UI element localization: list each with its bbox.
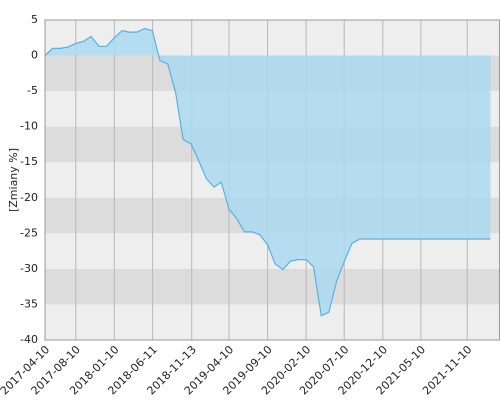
line bbox=[44, 27, 491, 317]
y-tick-label: 0 bbox=[31, 49, 38, 62]
y-tick-label: -40 bbox=[20, 333, 38, 346]
y-tick-label: -30 bbox=[20, 262, 38, 275]
y-tick-label: 5 bbox=[31, 13, 38, 26]
y-tick-label: -25 bbox=[20, 226, 38, 239]
y-tick-label: -10 bbox=[20, 120, 38, 133]
background-band bbox=[45, 304, 500, 340]
y-tick-label: -15 bbox=[20, 155, 38, 168]
x-tick-label: 2021-11-10 bbox=[420, 343, 474, 397]
y-tick-label: -5 bbox=[27, 84, 38, 97]
area bbox=[45, 28, 491, 316]
y-tick-label: -35 bbox=[20, 297, 38, 310]
y-tick-label: -20 bbox=[20, 191, 38, 204]
background-band bbox=[45, 268, 500, 305]
y-axis-label: [Zmiany %] bbox=[7, 148, 20, 212]
